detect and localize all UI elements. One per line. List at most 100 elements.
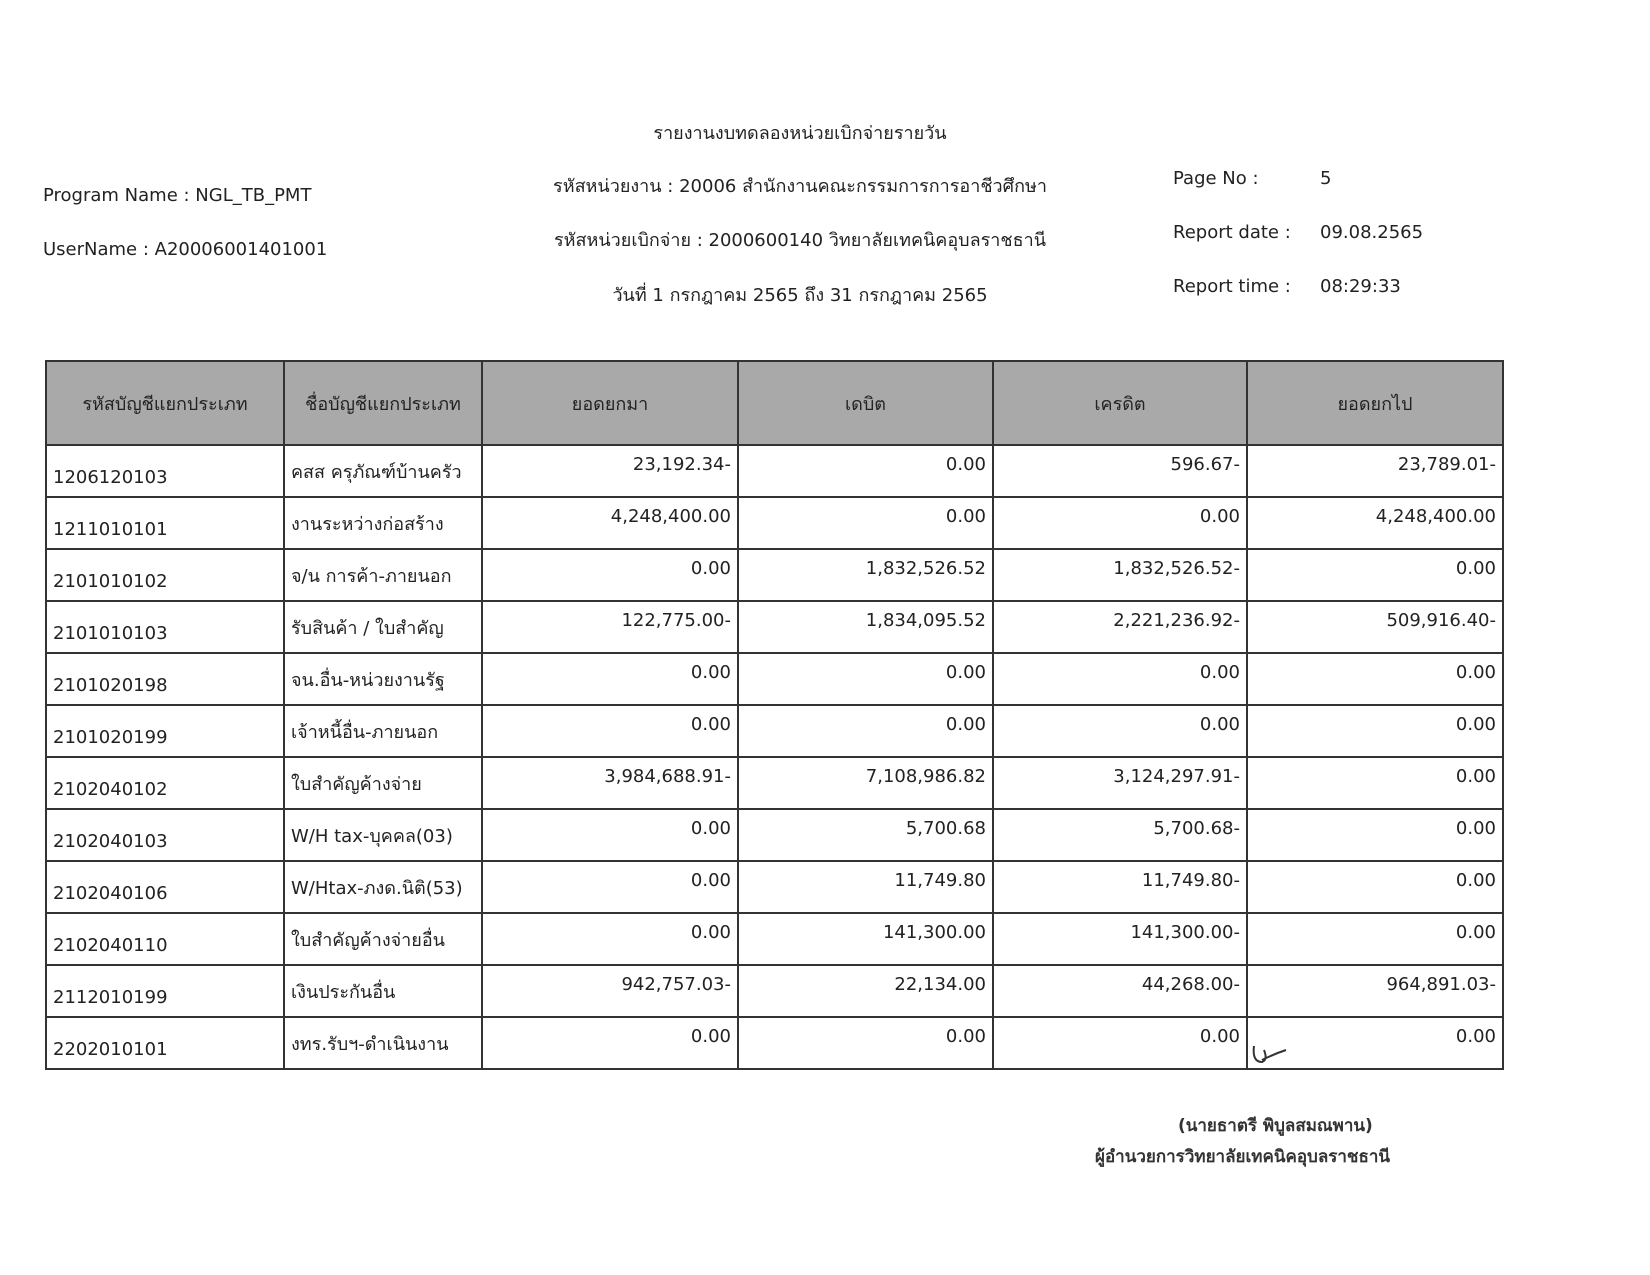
signature-mark-icon (1252, 1045, 1287, 1064)
debit-cell: 0.00 (737, 1016, 994, 1070)
closing-balance-cell: 0.00 (1246, 704, 1504, 758)
column-header: ยอดยกมา (481, 360, 739, 446)
username: UserName : A20006001401001 (43, 239, 328, 260)
account-code-cell: 2202010101 (45, 1016, 285, 1070)
opening-balance-cell: 0.00 (481, 1016, 739, 1070)
column-header: รหัสบัญชีแยกประเภท (45, 360, 285, 446)
debit-cell: 7,108,986.82 (737, 756, 994, 810)
table-row: 2101010102 จ/น การค้า-ภายนอก 0.00 1,832,526… (45, 548, 1504, 602)
credit-cell: 11,749.80- (992, 860, 1248, 914)
opening-balance-cell: 0.00 (481, 548, 739, 602)
table-row: 2101010103 รับสินค้า / ใบสำคัญ 122,775.00-… (45, 600, 1504, 654)
table-row: 2112010199 เงินประกันอื่น 942,757.03- 22,13… (45, 964, 1504, 1018)
disbursing-unit: รหัสหน่วยเบิกจ่าย : 2000600140 วิทยาลัยเ… (553, 230, 1047, 251)
credit-cell: 3,124,297.91- (992, 756, 1248, 810)
debit-cell: 0.00 (737, 652, 994, 706)
column-header: ชื่อบัญชีแยกประเภท (283, 360, 483, 446)
closing-balance-cell: 23,789.01- (1246, 444, 1504, 498)
table-header: รหัสบัญชีแยกประเภท ชื่อบัญชีแยกประเภท ยอดย… (45, 360, 1504, 446)
table-row: 2102040110 ใบสำคัญค้างจ่ายอื่น 0.00 141,300… (45, 912, 1504, 966)
account-name-cell: จน.อื่น-หน่วยงานรัฐ (283, 652, 483, 706)
credit-cell: 0.00 (992, 1016, 1248, 1070)
closing-balance-cell: 4,248,400.00 (1246, 496, 1504, 550)
debit-cell: 0.00 (737, 444, 994, 498)
time-value: 08:29:33 (1320, 276, 1401, 297)
account-name-cell: งทร.รับฯ-ดำเนินงาน (283, 1016, 483, 1070)
account-code-cell: 2101020199 (45, 704, 285, 758)
closing-balance-cell: 964,891.03- (1246, 964, 1504, 1018)
account-code-cell: 2112010199 (45, 964, 285, 1018)
account-name-cell: W/H tax-บุคคล(03) (283, 808, 483, 862)
page-value: 5 (1320, 168, 1332, 189)
opening-balance-cell: 0.00 (481, 652, 739, 706)
table-row: 2101020199 เจ้าหนี้อื่น-ภายนอก 0.00 0.00 0.0… (45, 704, 1504, 758)
opening-balance-cell: 3,984,688.91- (481, 756, 739, 810)
debit-cell: 22,134.00 (737, 964, 994, 1018)
credit-cell: 0.00 (992, 496, 1248, 550)
credit-cell: 596.67- (992, 444, 1248, 498)
closing-balance-cell: 0.00 (1246, 652, 1504, 706)
column-header: เครดิต (992, 360, 1248, 446)
table-row: 2102040103 W/H tax-บุคคล(03) 0.00 5,700.68 5… (45, 808, 1504, 862)
opening-balance-cell: 0.00 (481, 860, 739, 914)
opening-balance-cell: 122,775.00- (481, 600, 739, 654)
account-name-cell: เงินประกันอื่น (283, 964, 483, 1018)
account-name-cell: รับสินค้า / ใบสำคัญ (283, 600, 483, 654)
table-row: 2101020198 จน.อื่น-หน่วยงานรัฐ 0.00 0.00 0.0… (45, 652, 1504, 706)
opening-balance-cell: 0.00 (481, 808, 739, 862)
date-value: 09.08.2565 (1320, 222, 1424, 243)
credit-cell: 0.00 (992, 652, 1248, 706)
time-label: Report time : (1173, 276, 1291, 297)
debit-cell: 11,749.80 (737, 860, 994, 914)
debit-cell: 0.00 (737, 496, 994, 550)
closing-balance-cell: 0.00 (1246, 1016, 1504, 1070)
table-row: 2102040102 ใบสำคัญค้างจ่าย 3,984,688.91- 7,… (45, 756, 1504, 810)
account-name-cell: คสส ครุภัณฑ์บ้านครัว (283, 444, 483, 498)
account-code-cell: 2101020198 (45, 652, 285, 706)
agency: รหัสหน่วยงาน : 20006 สำนักงานคณะกรรมการก… (553, 176, 1047, 197)
account-name-cell: จ/น การค้า-ภายนอก (283, 548, 483, 602)
program-name: Program Name : NGL_TB_PMT (43, 185, 312, 206)
account-code-cell: 1211010101 (45, 496, 285, 550)
account-name-cell: เจ้าหนี้อื่น-ภายนอก (283, 704, 483, 758)
account-name-cell: ใบสำคัญค้างจ่ายอื่น (283, 912, 483, 966)
opening-balance-cell: 942,757.03- (481, 964, 739, 1018)
opening-balance-cell: 23,192.34- (481, 444, 739, 498)
credit-cell: 141,300.00- (992, 912, 1248, 966)
column-header: เดบิต (737, 360, 994, 446)
account-code-cell: 2102040102 (45, 756, 285, 810)
account-name-cell: W/Htax-ภงด.นิติ(53) (283, 860, 483, 914)
period: วันที่ 1 กรกฎาคม 2565 ถึง 31 กรกฎาคม 256… (612, 285, 988, 306)
credit-cell: 2,221,236.92- (992, 600, 1248, 654)
credit-cell: 44,268.00- (992, 964, 1248, 1018)
trial-balance-table: รหัสบัญชีแยกประเภท ชื่อบัญชีแยกประเภท ยอดย… (45, 360, 1504, 1070)
debit-cell: 1,832,526.52 (737, 548, 994, 602)
table-row: 1206120103 คสส ครุภัณฑ์บ้านครัว 23,192.34-… (45, 444, 1504, 498)
account-name-cell: ใบสำคัญค้างจ่าย (283, 756, 483, 810)
table-row: 1211010101 งานระหว่างก่อสร้าง 4,248,400.00… (45, 496, 1504, 550)
table-row: 2202010101 งทร.รับฯ-ดำเนินงาน 0.00 0.00 0.00… (45, 1016, 1504, 1070)
closing-balance-cell: 0.00 (1246, 912, 1504, 966)
account-code-cell: 2102040110 (45, 912, 285, 966)
date-label: Report date : (1173, 222, 1291, 243)
account-code-cell: 2102040103 (45, 808, 285, 862)
opening-balance-cell: 0.00 (481, 704, 739, 758)
report-title: รายงานงบทดลองหน่วยเบิกจ่ายรายวัน (653, 123, 947, 144)
debit-cell: 0.00 (737, 704, 994, 758)
page-label: Page No : (1173, 168, 1259, 189)
signatory-position: ผู้อำนวยการวิทยาลัยเทคนิคอุบลราชธานี (1095, 1147, 1391, 1167)
opening-balance-cell: 0.00 (481, 912, 739, 966)
opening-balance-cell: 4,248,400.00 (481, 496, 739, 550)
account-code-cell: 2102040106 (45, 860, 285, 914)
credit-cell: 5,700.68- (992, 808, 1248, 862)
account-code-cell: 2101010102 (45, 548, 285, 602)
debit-cell: 1,834,095.52 (737, 600, 994, 654)
closing-balance-cell: 0.00 (1246, 756, 1504, 810)
debit-cell: 5,700.68 (737, 808, 994, 862)
account-code-cell: 2101010103 (45, 600, 285, 654)
credit-cell: 0.00 (992, 704, 1248, 758)
account-name-cell: งานระหว่างก่อสร้าง (283, 496, 483, 550)
closing-balance-cell: 0.00 (1246, 548, 1504, 602)
closing-balance-cell: 0.00 (1246, 860, 1504, 914)
